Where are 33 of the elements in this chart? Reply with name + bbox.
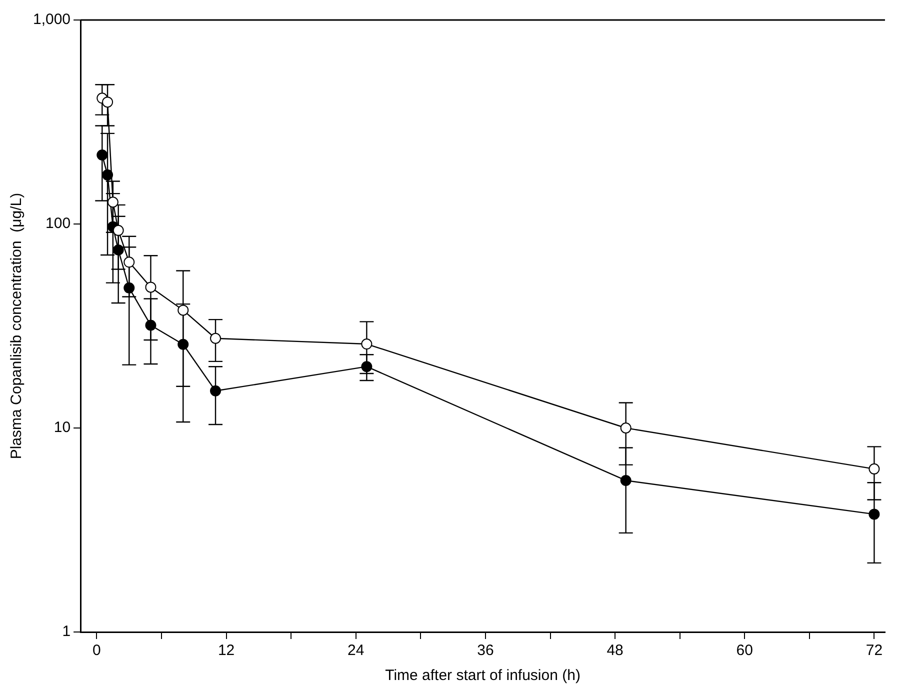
point <box>178 338 189 350</box>
x-tick-label: 24 <box>348 642 364 660</box>
x-tick-label: 72 <box>866 642 883 660</box>
point <box>107 196 118 208</box>
point <box>178 304 189 316</box>
point <box>210 332 222 344</box>
x-tick-label: 48 <box>606 642 624 660</box>
point <box>361 338 372 350</box>
point <box>620 422 632 434</box>
point <box>112 224 124 236</box>
y-tick-label: 100 <box>46 215 71 232</box>
y-tick-label: 1,000 <box>32 11 71 28</box>
point <box>620 474 632 486</box>
x-tick-label: 0 <box>92 642 101 660</box>
point <box>361 361 372 372</box>
y-tick-label: 10 <box>54 419 71 436</box>
point <box>210 385 222 396</box>
point <box>868 508 880 520</box>
point <box>96 149 108 160</box>
x-axis-title: Time after start of infusion (h) <box>385 667 580 684</box>
point <box>112 244 124 256</box>
point <box>124 256 135 268</box>
x-tick-label: 60 <box>736 642 753 660</box>
x-tick-label: 12 <box>218 642 235 660</box>
point <box>102 96 114 108</box>
point <box>868 463 880 474</box>
x-tick-label: 36 <box>477 642 494 660</box>
point <box>145 320 156 331</box>
point <box>145 282 156 293</box>
y-tick-label: 1 <box>62 623 71 640</box>
point <box>124 282 135 294</box>
y-axis-title: Plasma Copanlisib concentration (μg/L) <box>8 192 26 460</box>
point <box>102 169 114 180</box>
